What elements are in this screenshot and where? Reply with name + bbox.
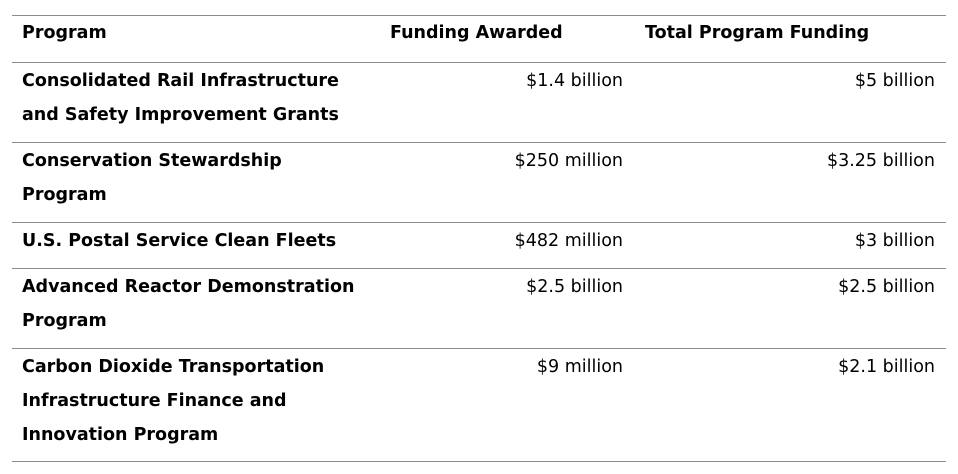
program-name-line: Carbon Dioxide Transportation — [22, 357, 325, 377]
total-funding-cell: $3 billion — [854, 231, 935, 251]
program-name-line: Program — [22, 311, 107, 331]
header-program: Program — [22, 23, 107, 43]
funding-awarded-cell: $2.5 billion — [526, 277, 623, 297]
program-name-line: U.S. Postal Service Clean Fleets — [22, 231, 337, 251]
program-name-line: Advanced Reactor Demonstration — [22, 277, 355, 297]
funding-awarded-cell: $482 million — [514, 231, 623, 251]
program-name-cell: Advanced Reactor Demonstration Program — [12, 270, 378, 348]
program-name-line: Consolidated Rail Infrastructure — [22, 71, 339, 91]
funding-awarded-cell: $9 million — [536, 357, 623, 377]
program-name-cell: Consolidated Rail Infrastructure and Saf… — [12, 64, 378, 142]
program-name-line: Program — [22, 185, 107, 205]
total-funding-cell: $5 billion — [854, 71, 935, 91]
total-funding-cell: $2.5 billion — [838, 277, 935, 297]
table-row: Consolidated Rail Infrastructure and Saf… — [12, 63, 946, 143]
header-funding-awarded: Funding Awarded — [390, 23, 563, 43]
program-name-line: Innovation Program — [22, 425, 219, 445]
table-header-row: Program Funding Awarded Total Program Fu… — [12, 16, 946, 63]
table-row: Conservation Stewardship Program $250 mi… — [12, 143, 946, 223]
program-name-cell: U.S. Postal Service Clean Fleets — [12, 224, 378, 268]
funding-awarded-cell: $250 million — [514, 151, 623, 171]
program-name-cell: Carbon Dioxide Transportation Infrastruc… — [12, 350, 378, 461]
header-total-program-funding: Total Program Funding — [645, 23, 870, 43]
funding-table: Program Funding Awarded Total Program Fu… — [12, 15, 946, 462]
table-row: U.S. Postal Service Clean Fleets $482 mi… — [12, 223, 946, 269]
funding-awarded-cell: $1.4 billion — [526, 71, 623, 91]
program-name-line: Infrastructure Finance and — [22, 391, 287, 411]
program-name-line: Conservation Stewardship — [22, 151, 282, 171]
total-funding-cell: $3.25 billion — [826, 151, 935, 171]
table-row: Carbon Dioxide Transportation Infrastruc… — [12, 349, 946, 462]
program-name-cell: Conservation Stewardship Program — [12, 144, 378, 222]
total-funding-cell: $2.1 billion — [838, 357, 935, 377]
table-row: Advanced Reactor Demonstration Program $… — [12, 269, 946, 349]
program-name-line: and Safety Improvement Grants — [22, 105, 339, 125]
